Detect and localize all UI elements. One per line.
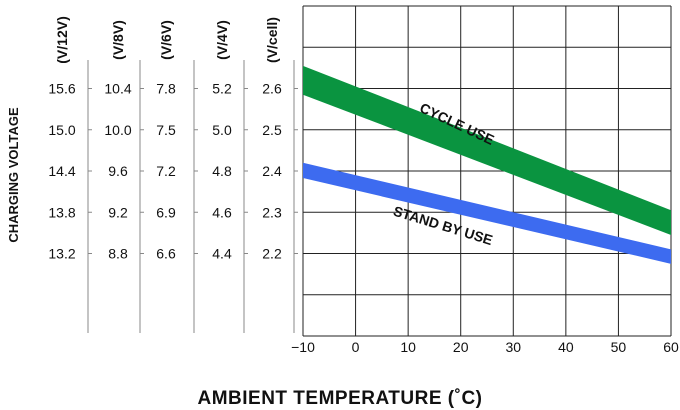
x-tick-label: 40	[558, 339, 574, 355]
y-scale-header: (V/cell)	[264, 17, 280, 63]
band-stand-by-use	[303, 162, 671, 264]
y-scale-header: (V/12V)	[54, 16, 70, 63]
x-ticks: −10 0 10 20 30 40 50 60	[291, 339, 679, 355]
y-tick-label: 4.4	[212, 246, 232, 262]
y-tick-label: 13.8	[48, 204, 75, 220]
x-tick-label: 30	[505, 339, 521, 355]
band-cycle-use	[303, 65, 671, 235]
y-tick-label: 7.5	[156, 122, 176, 138]
y-tick-label: 2.2	[262, 246, 282, 262]
y-tick-label: 2.4	[262, 163, 282, 179]
y-tick-label: 15.0	[48, 122, 75, 138]
y-tick-label: 13.2	[48, 246, 75, 262]
y-tick-label: 14.4	[48, 163, 75, 179]
x-tick-label: 50	[611, 339, 627, 355]
y-tick-label: 2.3	[262, 204, 282, 220]
y-tick-label: 2.5	[262, 122, 282, 138]
y-tick-label: 9.2	[108, 204, 128, 220]
y-tick-label: 6.9	[156, 204, 176, 220]
x-tick-label: 0	[352, 339, 360, 355]
y-tick-label: 2.6	[262, 81, 282, 97]
y-tick-label: 10.0	[104, 122, 131, 138]
y-scale-header: (V/4V)	[214, 20, 230, 60]
y-scale-header: (V/8V)	[110, 20, 126, 60]
x-axis-title: AMBIENT TEMPERATURE (˚C)	[197, 388, 482, 409]
x-tick-label: 20	[453, 339, 469, 355]
y-scales: (V/12V) 15.6 15.0 14.4 13.8 13.2 (V/8V) 10.4 10.…	[48, 16, 298, 333]
y-tick-label: 6.6	[156, 246, 176, 262]
y-tick-label: 5.2	[212, 81, 232, 97]
y-tick-label: 4.8	[212, 163, 232, 179]
y-tick-label: 4.6	[212, 204, 232, 220]
y-scale-header: (V/6V)	[158, 20, 174, 60]
y-tick-label: 7.8	[156, 81, 176, 97]
y-tick-label: 10.4	[104, 81, 131, 97]
y-tick-label: 9.6	[108, 163, 128, 179]
y-tick-label: 7.2	[156, 163, 176, 179]
x-tick-label: 10	[400, 339, 416, 355]
y-tick-label: 8.8	[108, 246, 128, 262]
x-tick-label: 60	[663, 339, 679, 355]
x-tick-label: −10	[291, 339, 315, 355]
grid	[302, 5, 672, 337]
y-tick-label: 15.6	[48, 81, 75, 97]
y-axis-title: CHARGING VOLTAGE	[6, 107, 21, 243]
y-tick-label: 5.0	[212, 122, 232, 138]
